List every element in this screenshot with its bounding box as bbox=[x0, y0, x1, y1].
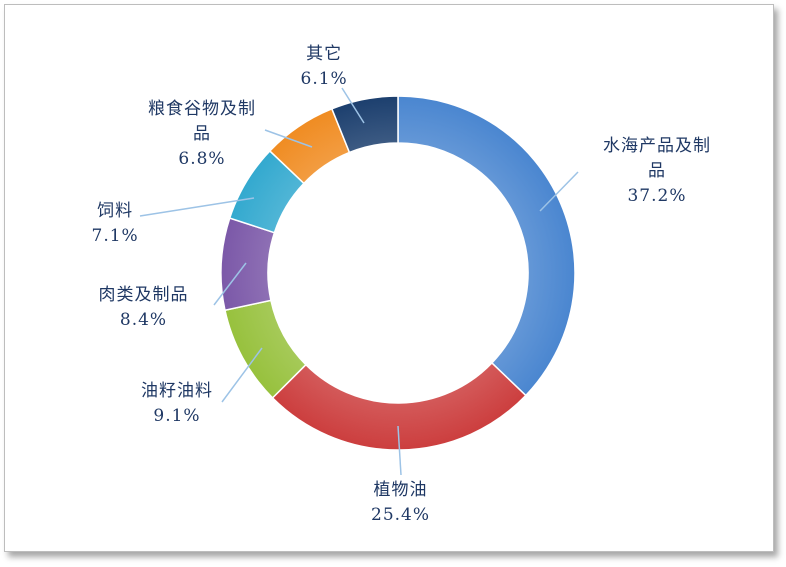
slice-percent: 6.8% bbox=[178, 148, 226, 169]
slice-name: 品 bbox=[193, 123, 211, 144]
slice-name: 油籽油料 bbox=[141, 381, 213, 401]
slice-1 bbox=[397, 95, 576, 397]
slice-label-4: 肉类及制品 8.4% bbox=[99, 283, 189, 333]
slice-label-1: 水海产品及制品 37.2% bbox=[603, 134, 711, 209]
slice-label-6: 粮食谷物及制品 6.8% bbox=[148, 97, 256, 172]
slice-label-2: 植物油 25.4% bbox=[371, 478, 430, 528]
slice-label-7: 其它 6.1% bbox=[301, 42, 348, 92]
slice-percent: 8.4% bbox=[119, 310, 168, 330]
slice-name: 植物油 bbox=[373, 480, 428, 500]
leader-line-4 bbox=[213, 262, 247, 306]
leader-line-5 bbox=[139, 197, 255, 217]
leader-line-2 bbox=[397, 425, 402, 476]
slice-percent: 25.4% bbox=[371, 505, 431, 525]
slice-name: 其它 bbox=[306, 44, 343, 64]
chart-frame bbox=[4, 4, 774, 552]
slice-percent: 37.2% bbox=[627, 185, 687, 206]
slice-percent: 7.1% bbox=[91, 226, 139, 246]
leader-line-6 bbox=[264, 129, 313, 148]
slice-name: 饲料 bbox=[97, 201, 134, 221]
slice-percent: 6.1% bbox=[300, 69, 348, 89]
leader-line-3 bbox=[221, 347, 263, 403]
slice-name: 品 bbox=[648, 160, 666, 181]
slice-name: 水海产品及制 bbox=[603, 135, 711, 156]
slice-label-3: 油籽油料 9.1% bbox=[141, 379, 213, 429]
slice-label-5: 饲料 7.1% bbox=[92, 199, 139, 249]
slice-name: 粮食谷物及制 bbox=[148, 98, 256, 119]
leader-line-1 bbox=[539, 171, 579, 212]
slice-percent: 9.1% bbox=[153, 406, 201, 426]
slice-name: 肉类及制品 bbox=[98, 285, 189, 305]
leader-line-7 bbox=[341, 87, 365, 124]
slice-4 bbox=[220, 217, 276, 312]
